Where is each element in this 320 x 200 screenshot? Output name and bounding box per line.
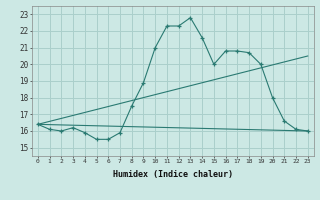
X-axis label: Humidex (Indice chaleur): Humidex (Indice chaleur) [113,170,233,179]
